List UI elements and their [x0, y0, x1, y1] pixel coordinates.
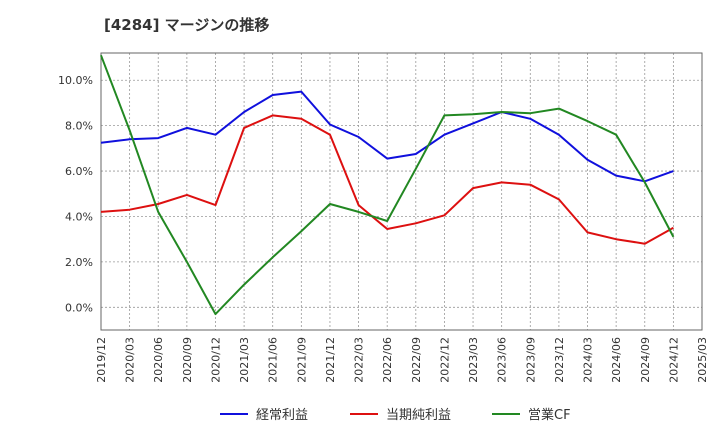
y-axis: 0.0% 2.0% 4.0% 6.0% 8.0% 10.0%: [58, 74, 93, 314]
legend-label: 経常利益: [256, 408, 308, 423]
x-tick-label: 2022/09: [410, 337, 423, 383]
legend: 経常利益 当期純利益 営業CF: [220, 407, 571, 423]
x-tick-label: 2021/09: [295, 337, 308, 383]
series-line: [100, 54, 675, 316]
x-tick-label: 2020/09: [181, 337, 194, 383]
x-tick-label: 2022/03: [353, 337, 366, 383]
legend-label: 当期純利益: [386, 408, 451, 423]
x-axis: 2019/12 2020/03 2020/06 2020/09 2020/12 2021/…: [95, 337, 709, 383]
y-tick-label: 6.0%: [65, 165, 93, 178]
x-tick-label: 2020/03: [124, 337, 137, 383]
x-tick-label: 2023/06: [496, 337, 509, 383]
x-tick-label: 2025/03: [696, 337, 709, 383]
y-tick-label: 0.0%: [65, 301, 93, 314]
series-line: [100, 114, 674, 245]
x-tick-label: 2024/12: [667, 337, 680, 383]
y-tick-label: 10.0%: [58, 74, 93, 87]
x-tick-label: 2023/12: [553, 337, 566, 383]
x-tick-label: 2024/06: [610, 337, 623, 383]
chart-title: [4284] マージンの推移: [104, 16, 270, 34]
series-line: [100, 90, 674, 183]
x-tick-label: 2021/03: [238, 337, 251, 383]
x-tick-label: 2021/12: [324, 337, 337, 383]
y-tick-label: 2.0%: [65, 256, 93, 269]
y-tick-label: 4.0%: [65, 210, 93, 223]
x-tick-label: 2020/12: [209, 337, 222, 383]
x-tick-label: 2019/12: [95, 337, 108, 383]
legend-label: 営業CF: [528, 407, 571, 423]
x-tick-label: 2024/03: [582, 337, 595, 383]
x-tick-label: 2022/06: [381, 337, 394, 383]
series-lines: [100, 54, 675, 316]
x-tick-label: 2022/12: [438, 337, 451, 383]
plot-area: [100, 52, 703, 331]
x-tick-label: 2020/06: [152, 337, 165, 383]
x-tick-label: 2023/09: [524, 337, 537, 383]
y-tick-label: 8.0%: [65, 120, 93, 133]
x-tick-label: 2023/03: [467, 337, 480, 383]
grid: [101, 53, 702, 330]
x-tick-label: 2024/09: [639, 337, 652, 383]
x-tick-label: 2021/06: [267, 337, 280, 383]
